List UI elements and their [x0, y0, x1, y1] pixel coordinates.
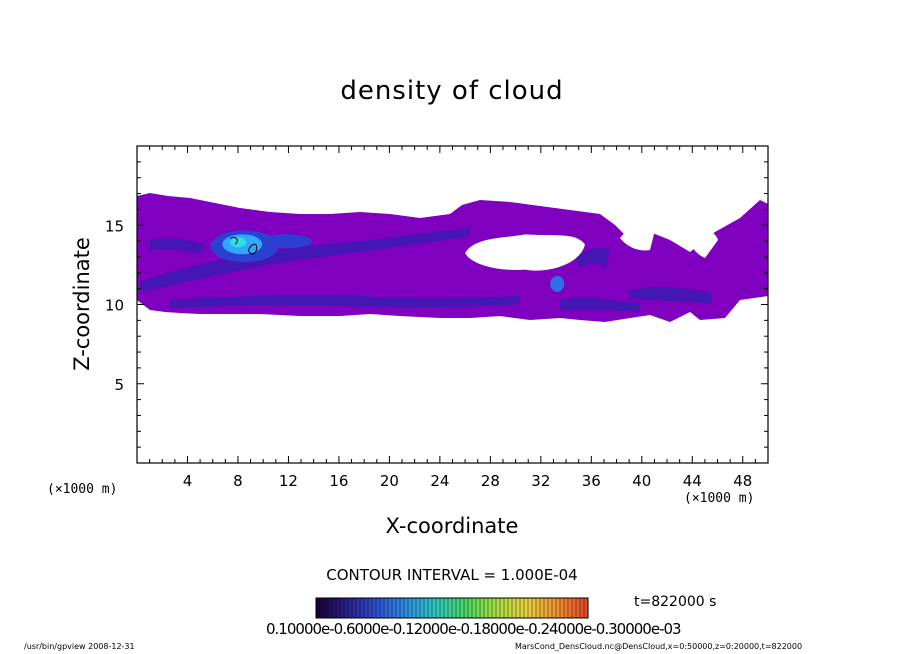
- axis-ticks: [137, 146, 768, 463]
- x-tick-label: 48: [733, 472, 752, 490]
- cloud-clear-gap: [620, 225, 655, 251]
- cloud-secondary-core: [550, 275, 565, 292]
- x-tick-label: 24: [430, 472, 449, 490]
- cloud-dense-streak: [170, 295, 520, 308]
- x-tick-labels: 4 8 12 16 20 24 28 32 36 40 44 48: [183, 472, 753, 490]
- x-tick-label: 20: [380, 472, 399, 490]
- y-tick-labels: 5 10 15: [105, 217, 124, 394]
- cloud-dense-streak: [140, 228, 470, 292]
- x-tick-label: 32: [531, 472, 550, 490]
- cloud-core-peak: [230, 237, 247, 248]
- x-tick-label: 4: [183, 472, 193, 490]
- cloud-field: [137, 193, 768, 322]
- contour-interval-label: CONTOUR INTERVAL = 1.000E-04: [326, 566, 578, 584]
- y-tick-label: 15: [105, 217, 124, 235]
- time-label: t=822000 s: [634, 594, 717, 610]
- chart-title: density of cloud: [340, 76, 564, 106]
- y-axis-label: Z-coordinate: [70, 237, 94, 371]
- cloud-dense-streak: [150, 238, 205, 254]
- x-tick-label: 44: [683, 472, 702, 490]
- cloud-core-tail: [260, 234, 313, 249]
- footer-file-info: MarsCond_DensCloud.nc@DensCloud,x=0:5000…: [515, 642, 803, 651]
- x-tick-label: 8: [233, 472, 243, 490]
- colorbar: [315, 597, 589, 619]
- x-tick-label: 16: [329, 472, 348, 490]
- x-tick-label: 36: [582, 472, 601, 490]
- y-tick-label: 5: [114, 376, 124, 394]
- y-tick-label: 10: [105, 297, 124, 315]
- x-unit-label-right: (×1000 m): [684, 491, 755, 506]
- x-tick-label: 28: [481, 472, 500, 490]
- x-axis-label: X-coordinate: [385, 514, 519, 538]
- footer-program-info: /usr/bin/gpview 2008-12-31: [24, 642, 135, 651]
- contour-line: [230, 236, 258, 255]
- cloud-body: [137, 193, 768, 322]
- cloud-dense-streak: [630, 287, 712, 304]
- cloud-dense-streak: [575, 247, 610, 268]
- cloud-clear-gap: [690, 230, 718, 258]
- x-unit-label-left: (×1000 m): [47, 482, 118, 497]
- x-tick-label: 12: [279, 472, 298, 490]
- x-tick-label: 40: [632, 472, 651, 490]
- cloud-dense-streak: [560, 297, 640, 312]
- colorbar-frame: [315, 597, 589, 619]
- cloud-clear-gap: [465, 234, 586, 271]
- colorbar-tick-labels: 0.10000e-0.6000e-0.12000e-0.18000e-0.240…: [266, 620, 682, 638]
